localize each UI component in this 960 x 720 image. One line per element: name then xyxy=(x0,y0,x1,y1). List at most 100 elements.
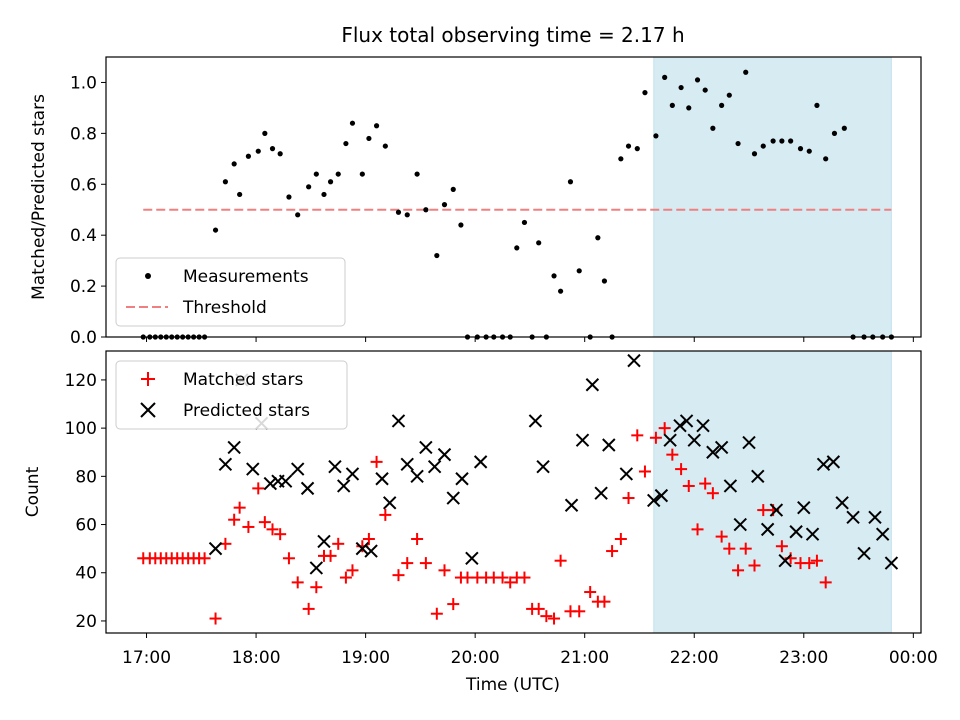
measurement-point xyxy=(212,227,219,233)
measurement-point xyxy=(719,102,725,108)
bottom-x-axis: 17:00 18:00 19:00 20:00 21:00 22:00 23:00 00:00 xyxy=(122,633,938,668)
top-y-tick-label: 1.0 xyxy=(70,73,97,93)
matched-star-point xyxy=(282,552,295,565)
predicted-star-point xyxy=(805,527,820,541)
predicted-star-point xyxy=(778,553,792,568)
measurement-point xyxy=(343,140,349,147)
bottom-highlight-span xyxy=(653,350,892,634)
predicted-star-point xyxy=(437,447,452,462)
predicted-star-point xyxy=(427,459,442,474)
predicted-star-point xyxy=(797,500,811,515)
matched-star-point xyxy=(302,602,315,615)
x-axis-label: Time (UTC) xyxy=(465,675,560,695)
predicted-star-point xyxy=(733,517,747,532)
x-tick-label: 22:00 xyxy=(670,648,719,668)
matched-star-point xyxy=(699,477,712,490)
predicted-star-point xyxy=(760,522,775,537)
measurement-point xyxy=(841,125,847,131)
matched-star-point xyxy=(370,455,383,468)
matched-star-point xyxy=(691,523,704,536)
bottom-y-axis-label: Count xyxy=(23,466,43,517)
bottom-y-tick-label: 20 xyxy=(75,612,97,632)
bottom-legend: Matched stars Predicted stars xyxy=(115,360,348,430)
measurement-point xyxy=(595,235,601,241)
measurement-point xyxy=(423,207,429,213)
measurement-point xyxy=(245,153,252,159)
x-tick-label: 00:00 xyxy=(889,648,938,668)
predicted-star-point xyxy=(835,496,849,510)
predicted-star-point xyxy=(673,419,687,433)
matched-star-point xyxy=(430,607,443,620)
measurement-point xyxy=(382,143,388,149)
legend-measurements-marker xyxy=(145,273,151,279)
predicted-star-point xyxy=(208,541,223,556)
predicted-star-point xyxy=(647,493,661,508)
matched-star-point xyxy=(504,576,517,589)
matched-star-point xyxy=(419,557,432,570)
measurement-point xyxy=(327,179,334,185)
predicted-star-point xyxy=(723,479,738,493)
matched-star-point xyxy=(379,508,392,521)
measurement-point xyxy=(441,202,448,208)
bottom-y-tick-label: 60 xyxy=(75,516,97,536)
measurement-point xyxy=(642,90,648,96)
matched-star-point xyxy=(548,612,561,625)
predicted-star-point xyxy=(410,469,424,484)
matched-star-point xyxy=(310,581,323,594)
matched-star-point xyxy=(723,542,736,555)
matched-star-point xyxy=(748,559,761,572)
top-panel: 0.0 0.2 0.4 0.6 0.8 1.0 Matched/Predicted sta… xyxy=(29,56,922,348)
measurement-point xyxy=(669,102,675,108)
predicted-star-point xyxy=(742,435,756,450)
predicted-star-point xyxy=(619,467,634,481)
matched-star-point xyxy=(739,542,752,555)
predicted-star-point xyxy=(536,459,550,474)
bottom-y-tick-label: 120 xyxy=(65,371,97,391)
top-highlight-span xyxy=(653,56,892,338)
matched-star-point xyxy=(675,463,688,476)
measurement-point xyxy=(710,125,716,131)
top-y-tick-label: 0.4 xyxy=(70,226,97,246)
predicted-star-point xyxy=(875,527,890,541)
top-y-tick-label: 0.6 xyxy=(70,175,97,195)
matched-star-point xyxy=(209,612,222,625)
measurement-point xyxy=(514,245,520,251)
top-x-ticks xyxy=(146,337,914,342)
legend-predicted-label: Predicted stars xyxy=(183,401,310,421)
measurement-point xyxy=(779,138,785,144)
measurement-point xyxy=(237,191,243,198)
measurement-point xyxy=(551,273,557,279)
measurement-point xyxy=(231,161,237,167)
predicted-star-point xyxy=(446,491,460,505)
measurement-point xyxy=(521,219,528,226)
measurement-point xyxy=(349,120,356,126)
matched-star-point xyxy=(532,602,545,615)
measurement-point xyxy=(536,240,542,246)
measurement-point xyxy=(702,87,708,93)
matched-star-point xyxy=(266,523,279,536)
measurement-point xyxy=(395,209,402,215)
matched-star-point xyxy=(614,533,627,545)
predicted-star-point xyxy=(227,440,241,455)
predicted-star-point xyxy=(564,498,579,512)
measurement-point xyxy=(634,146,640,152)
predicted-star-point xyxy=(857,546,871,561)
matched-star-point xyxy=(658,422,671,435)
measurement-point xyxy=(295,212,301,218)
measurement-point xyxy=(450,186,456,192)
matched-star-point xyxy=(198,552,211,565)
predicted-star-point xyxy=(355,541,370,556)
matched-star-point xyxy=(706,487,719,500)
predicted-star-point xyxy=(528,414,543,428)
matched-star-point xyxy=(573,605,586,618)
top-y-tick-label: 0.2 xyxy=(70,277,97,297)
matched-star-point xyxy=(540,610,553,623)
measurement-point xyxy=(806,148,812,154)
predicted-star-point xyxy=(290,462,305,476)
measurement-point xyxy=(625,143,632,149)
bottom-y-axis: 20 40 60 80 100 120 xyxy=(65,371,106,632)
measurement-point xyxy=(760,143,766,149)
measurement-point xyxy=(255,148,261,154)
matched-star-point xyxy=(810,554,823,567)
